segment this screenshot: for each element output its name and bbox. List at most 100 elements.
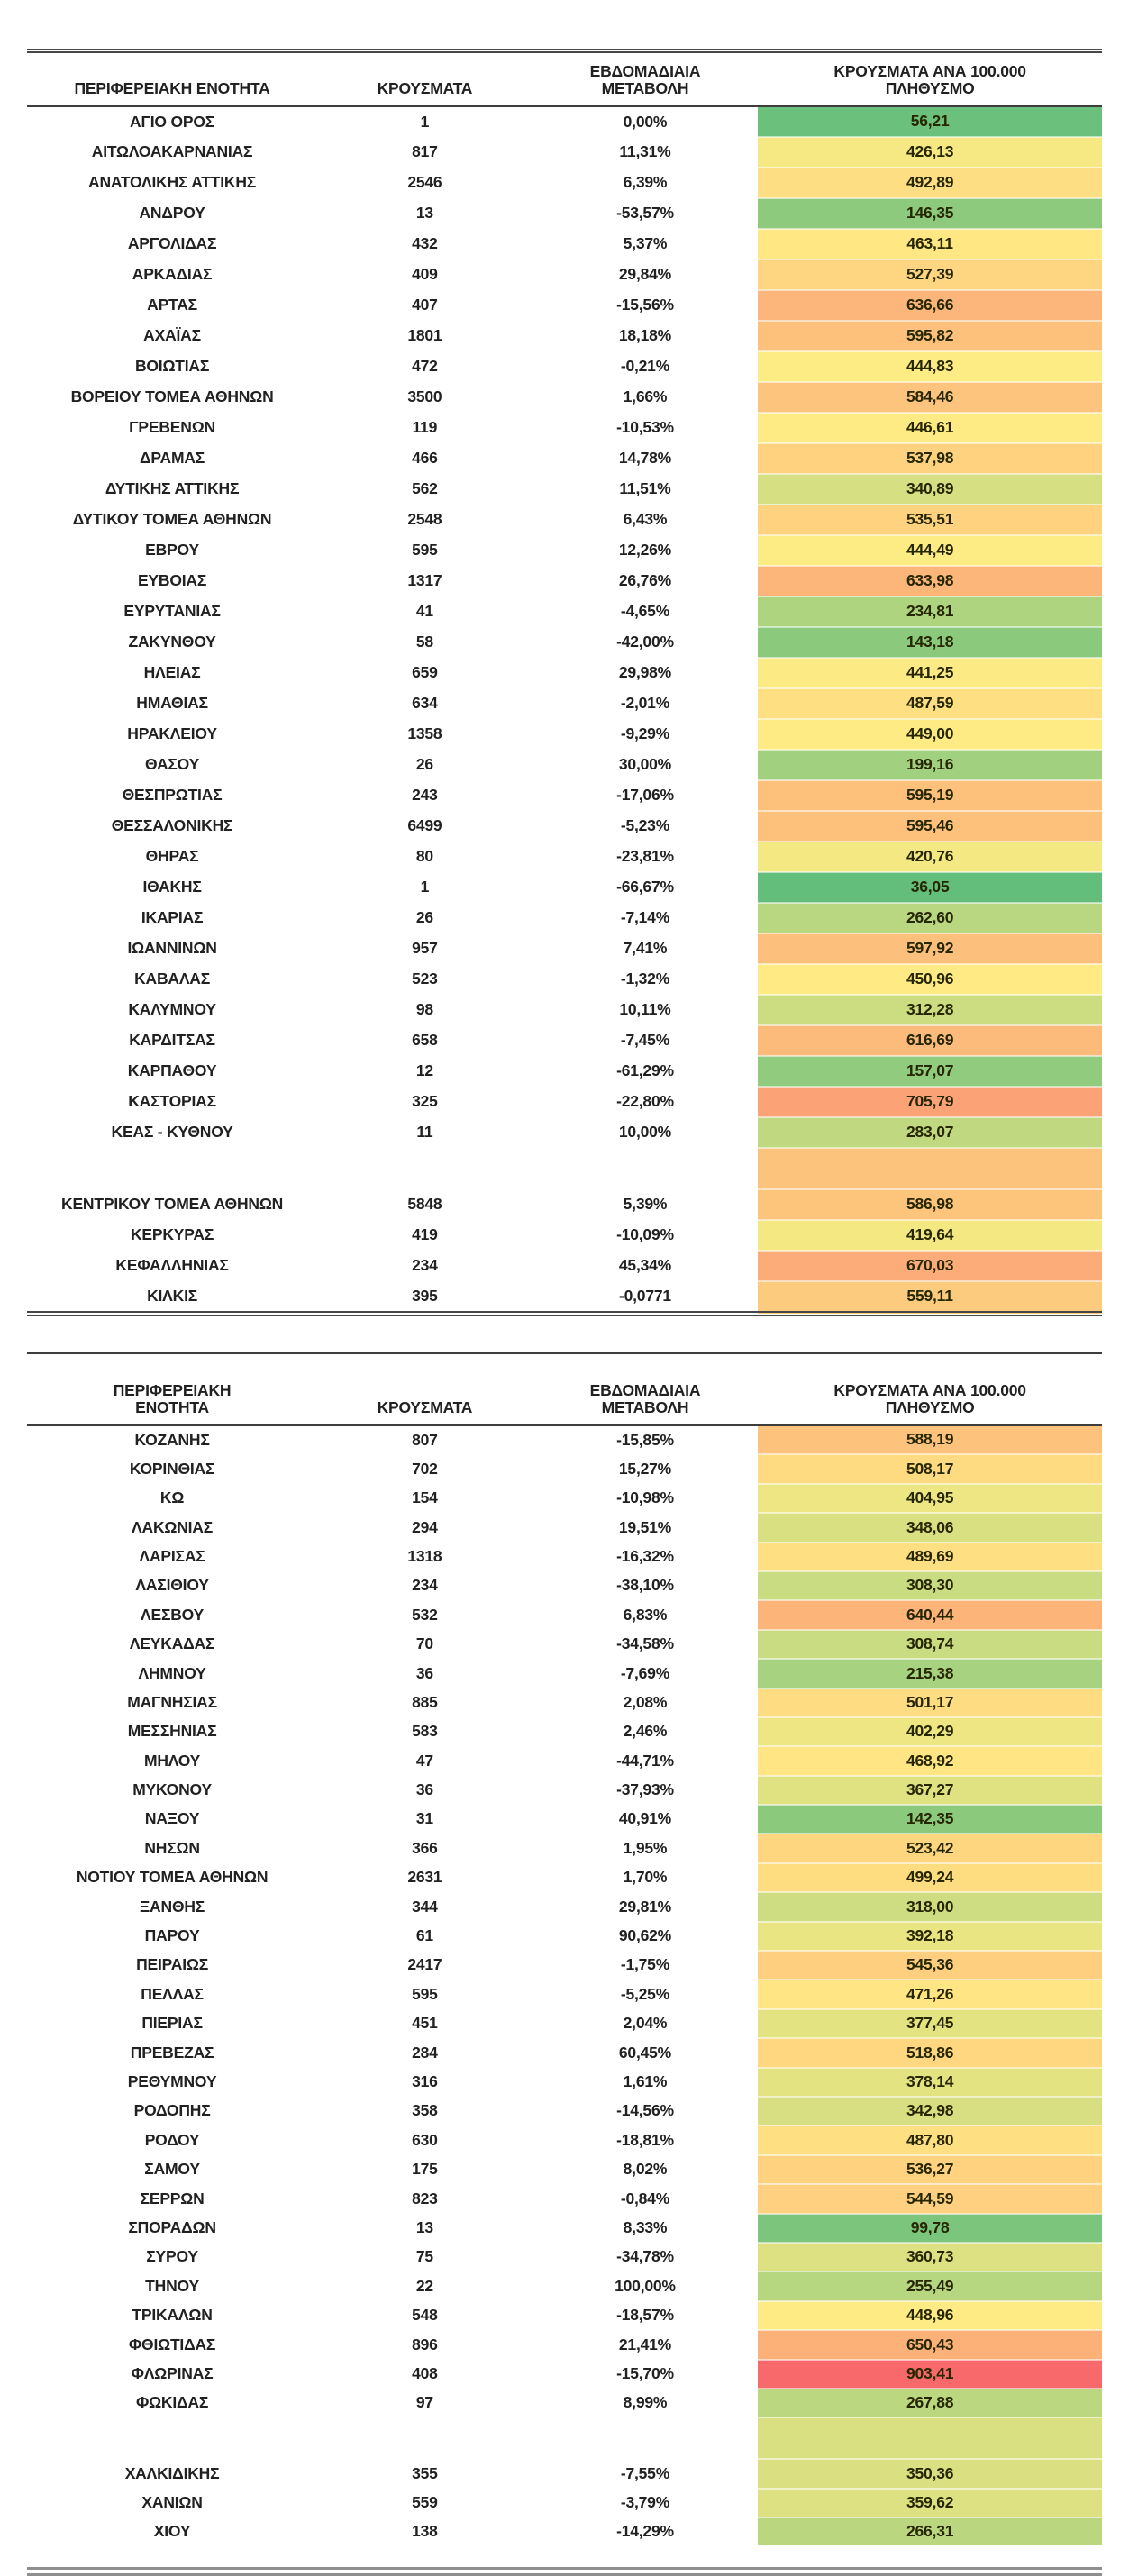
cell-per-100k: 640,44 (758, 1600, 1102, 1631)
cell-per-100k: 255,49 (758, 2271, 1102, 2302)
cell-cases: 98 (415, 1000, 433, 1019)
cell-cases: 658 (412, 1031, 438, 1050)
cell-region: ΛΑΡΙΣΑΣ (139, 1546, 205, 1565)
cell-weekly-change: 6,43% (623, 510, 668, 529)
cell-cases: 5848 (407, 1195, 442, 1214)
table-row: ΑΧΑΪΑΣ 1801 18,18% 595,82 (27, 321, 1102, 352)
cell-per-100k: 308,74 (758, 1629, 1102, 1661)
cell-weekly-change: 90,62% (618, 1926, 672, 1945)
regional-cases-table-1: ΠΕΡΙΦΕΡΕΙΑΚΗ ΕΝΟΤΗΤΑ ΚΡΟΥΣΜΑΤΑ ΕΒΔΟΜΑΔΙΑ… (27, 49, 1102, 1316)
cell-region: ΠΡΕΒΕΖΑΣ (130, 2043, 214, 2062)
table-row: ΜΗΛΟΥ 47 -44,71% 468,92 (27, 1746, 1102, 1777)
cell-cases: 47 (415, 1751, 433, 1770)
table-row: ΙΩΑΝΝΙΝΩΝ 957 7,41% 597,92 (27, 933, 1102, 965)
cell-region: ΚΩ (159, 1488, 185, 1507)
regional-cases-table-2: ΠΕΡΙΦΕΡΕΙΑΚΗ ΕΝΟΤΗΤΑ ΚΡΟΥΣΜΑΤΑ ΕΒΔΟΜΑΔΙΑ… (27, 1352, 1102, 2546)
cell-weekly-change: -10,98% (616, 1488, 674, 1507)
cell-region: ΑΡΚΑΔΙΑΣ (132, 265, 213, 284)
col-header-region: ΠΕΡΙΦΕΡΕΙΑΚΗ ΕΝΟΤΗΤΑ (27, 51, 317, 106)
table-row: ΜΥΚΟΝΟΥ 36 -37,93% 367,27 (27, 1775, 1102, 1807)
cell-weekly-change: -7,69% (620, 1663, 670, 1682)
cell-region: ΘΕΣΣΑΛΟΝΙΚΗΣ (111, 816, 233, 835)
cell-weekly-change: -16,32% (616, 1546, 674, 1565)
cell-per-100k: 595,19 (758, 780, 1102, 812)
header-row: ΠΕΡΙΦΕΡΕΙΑΚΗ ΕΝΟΤΗΤΑ ΚΡΟΥΣΜΑΤΑ ΕΒΔΟΜΑΔΙΑ… (27, 51, 1102, 106)
cell-cases: 532 (412, 1605, 438, 1624)
cell-cases: 243 (412, 786, 438, 805)
col-header-weekly-change-label: ΕΒΔΟΜΑΔΙΑΙΑ ΜΕΤΑΒΟΛΗ (589, 61, 701, 98)
cell-per-100k: 444,83 (758, 351, 1102, 383)
cell-region: ΙΘΑΚΗΣ (142, 878, 202, 897)
cell-weekly-change: 18,18% (618, 326, 672, 345)
cell-cases: 2546 (407, 173, 442, 192)
table-row: ΝΗΣΩΝ 366 1,95% 523,42 (27, 1834, 1102, 1864)
cell-cases: 355 (412, 2463, 438, 2482)
col-header-cases: ΚΡΟΥΣΜΑΤΑ (317, 51, 533, 106)
cell-weekly-change: -5,23% (620, 816, 670, 835)
cell-weekly-change: -14,29% (616, 2521, 674, 2540)
cell-weekly-change: 2,08% (623, 1692, 668, 1711)
cell-cases: 1 (420, 878, 430, 897)
cell-cases: 26 (415, 908, 433, 927)
cell-weekly-change: 7,41% (623, 939, 668, 958)
table-row: ΑΡΓΟΛΙΔΑΣ 432 5,37% 463,11 (27, 229, 1102, 260)
cell-cases: 896 (412, 2335, 438, 2353)
cell-region: ΦΛΩΡΙΝΑΣ (131, 2363, 214, 2382)
cell-per-100k: 545,36 (758, 1951, 1102, 1981)
cell-weekly-change: -0,0771 (618, 1286, 671, 1305)
cell-weekly-change: 6,39% (623, 173, 668, 192)
cell-empty (317, 1148, 533, 1189)
cell-per-100k: 146,35 (758, 198, 1102, 230)
table-row: ΚΟΡΙΝΘΙΑΣ 702 15,27% 508,17 (27, 1454, 1102, 1485)
table-row: ΡΕΘΥΜΝΟΥ 316 1,61% 378,14 (27, 2067, 1102, 2098)
cell-per-100k: 489,69 (758, 1542, 1102, 1572)
cell-cases: 11 (416, 1123, 433, 1142)
cell-per-100k: 99,78 (758, 2213, 1102, 2244)
cell-weekly-change: -14,56% (616, 2101, 674, 2120)
cell-cases: 80 (415, 847, 433, 866)
cell-per-100k: 559,11 (758, 1281, 1102, 1314)
cell-region: ΘΑΣΟΥ (145, 755, 200, 774)
table-row: ΚΕΡΚΥΡΑΣ 419 -10,09% 419,64 (27, 1220, 1102, 1252)
cell-region: ΧΑΛΚΙΔΙΚΗΣ (124, 2463, 220, 2482)
table-row: ΕΥΡΥΤΑΝΙΑΣ 41 -4,65% 234,81 (27, 596, 1102, 628)
cell-weekly-change: 10,11% (619, 1000, 671, 1019)
cell-region: ΖΑΚΥΝΘΟΥ (128, 633, 216, 651)
col-header-cases: ΚΡΟΥΣΜΑΤΑ (317, 1353, 533, 1425)
cell-region: ΞΑΝΘΗΣ (140, 1897, 205, 1916)
cell-region: ΦΘΙΩΤΙΔΑΣ (128, 2335, 216, 2353)
cell-region: ΠΙΕΡΙΑΣ (141, 2014, 203, 2033)
cell-weekly-change: -0,21% (620, 357, 670, 376)
cell-region: ΤΡΙΚΑΛΩΝ (132, 2306, 213, 2325)
cell-region: ΣΥΡΟΥ (146, 2247, 198, 2266)
cell-per-100k: 537,98 (758, 443, 1102, 475)
cell-region: ΑΙΤΩΛΟΑΚΑΡΝΑΝΙΑΣ (91, 142, 253, 161)
table-row: ΣΕΡΡΩΝ 823 -0,84% 544,59 (27, 2184, 1102, 2215)
cell-region: ΚΑΛΥΜΝΟΥ (128, 1000, 216, 1019)
cell-weekly-change: 8,33% (623, 2217, 668, 2236)
cell-empty (533, 2417, 759, 2459)
cell-region: ΑΝΔΡΟΥ (139, 204, 205, 223)
cell-cases: 234 (412, 1256, 438, 1275)
cell-weekly-change: 100,00% (615, 2276, 676, 2295)
table-row: ΓΡΕΒΕΝΩΝ 119 -10,53% 446,61 (27, 413, 1102, 444)
table-row: ΝΑΞΟΥ 31 40,91% 142,35 (27, 1805, 1102, 1835)
cell-cases: 409 (412, 265, 438, 284)
bottom-double-rule (27, 2567, 1102, 2576)
col-header-region-label: ΠΕΡΙΦΕΡΕΙΑΚΗ ΕΝΟΤΗΤΑ (113, 1380, 232, 1417)
cell-region: ΚΕΑΣ - ΚΥΘΝΟΥ (111, 1123, 233, 1142)
cell-weekly-change: -9,29% (620, 724, 670, 743)
cell-per-100k (758, 2417, 1102, 2461)
cell-region: ΙΩΑΝΝΙΝΩΝ (127, 939, 217, 958)
table-row: ΒΟΙΩΤΙΑΣ 472 -0,21% 444,83 (27, 351, 1102, 383)
cell-region: ΑΡΓΟΛΙΔΑΣ (127, 234, 217, 253)
cell-cases: 451 (412, 2014, 438, 2033)
cell-cases: 408 (412, 2363, 438, 2382)
table-row: ΚΑΡΔΙΤΣΑΣ 658 -7,45% 616,69 (27, 1025, 1102, 1057)
cell-weekly-change: -1,75% (620, 1955, 670, 1974)
cell-cases: 154 (412, 1488, 438, 1507)
cell-region: ΛΗΜΝΟΥ (138, 1663, 206, 1682)
cell-region: ΠΑΡΟΥ (144, 1926, 200, 1945)
cell-per-100k: 348,06 (758, 1513, 1102, 1543)
cell-per-100k: 441,25 (758, 658, 1102, 689)
